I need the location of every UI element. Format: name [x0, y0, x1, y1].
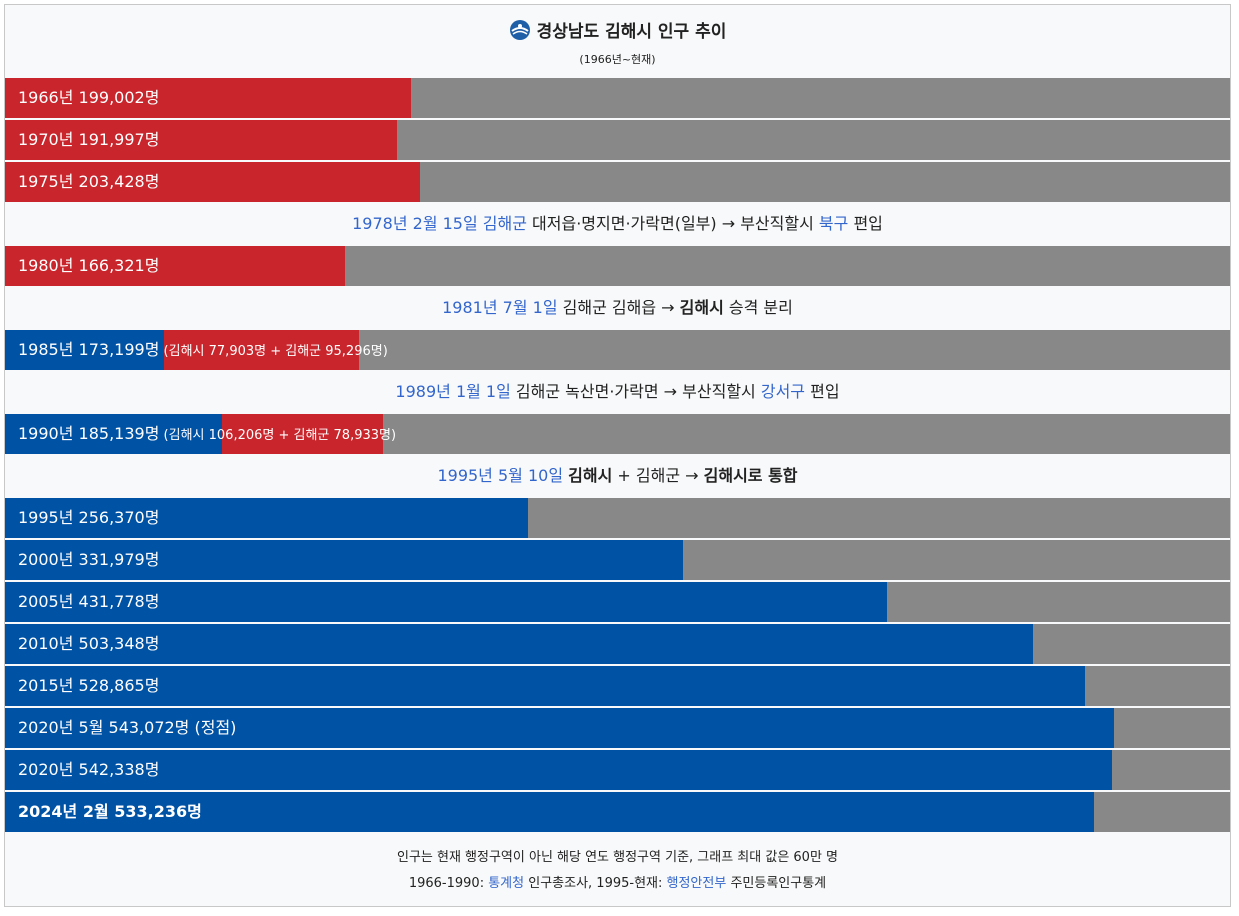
chart-header: 경상남도 김해시 인구 추이 (1966년~현재) — [5, 5, 1230, 77]
bar-label: 1975년 203,428명 — [18, 162, 159, 202]
event-text[interactable]: 김해군 — [482, 214, 527, 233]
bar-value-label: 1995년 256,370명 — [18, 508, 160, 527]
event-text[interactable]: 강서구 — [760, 382, 806, 401]
population-bar-row: 2010년 503,348명 — [5, 624, 1230, 664]
event-text: 대저읍·명지면·가락면(일부) → 부산직할시 — [526, 214, 819, 233]
population-bar — [5, 792, 1094, 832]
bar-value-label: 1985년 173,199명 — [18, 340, 160, 359]
source-link-kostat[interactable]: 통계청 — [488, 876, 525, 891]
bar-value-label: 2000년 331,979명 — [18, 550, 160, 569]
population-bar-segment — [221, 414, 383, 454]
bar-label: 2024년 2월 533,236명 — [18, 792, 202, 832]
event-text[interactable]: 1995년 5월 10일 — [437, 466, 564, 485]
bar-value-label: 2010년 503,348명 — [18, 634, 160, 653]
population-bar-row: 2020년 5월 543,072명 (정점) — [5, 708, 1230, 748]
chart-footer: 인구는 현재 행정구역이 아닌 해당 연도 행정구역 기준, 그래프 최대 값은… — [5, 845, 1230, 897]
bar-label: 1985년 173,199명 (김해시 77,903명 + 김해군 95,296… — [18, 330, 388, 370]
bar-value-label: 1980년 166,321명 — [18, 256, 160, 275]
population-bar — [5, 582, 887, 622]
population-bar-row: 2005년 431,778명 — [5, 582, 1230, 622]
event-text[interactable]: 1978년 2월 15일 — [352, 214, 483, 233]
event-text[interactable]: 1989년 1월 1일 — [395, 382, 511, 401]
footer-source: 1966-1990: 통계청 인구총조사, 1995-현재: 행정안전부 주민등… — [5, 871, 1230, 897]
population-bar — [5, 540, 683, 580]
bar-label: 2020년 5월 543,072명 (정점) — [18, 708, 236, 748]
event-text: 김해군 녹산면·가락면 → 부산직할시 — [510, 382, 761, 401]
event-text: 김해시 — [568, 466, 613, 485]
event-row: 1981년 7월 1일 김해군 김해읍 → 김해시 승격 분리 — [5, 288, 1230, 328]
event-text: + 김해군 → — [612, 466, 704, 485]
bar-label: 1970년 191,997명 — [18, 120, 159, 160]
bar-label: 2005년 431,778명 — [18, 582, 159, 622]
bar-label: 1995년 256,370명 — [18, 498, 159, 538]
bar-value-label: 2024년 2월 533,236명 — [18, 802, 202, 821]
bar-detail-label: (김해시 77,903명 + 김해군 95,296명) — [159, 344, 388, 359]
population-bar — [5, 246, 345, 286]
event-text: 승격 분리 — [723, 298, 793, 317]
population-bar — [5, 666, 1085, 706]
bar-value-label: 2020년 5월 543,072명 (정점) — [18, 718, 237, 737]
chart-subtitle: (1966년~현재) — [579, 53, 656, 66]
event-text: 편입 — [848, 214, 883, 233]
bar-value-label: 2005년 431,778명 — [18, 592, 160, 611]
bar-label: 1966년 199,002명 — [18, 78, 159, 118]
bar-value-label: 2015년 528,865명 — [18, 676, 160, 695]
bar-label: 2010년 503,348명 — [18, 624, 159, 664]
event-row: 1978년 2월 15일 김해군 대저읍·명지면·가락면(일부) → 부산직할시… — [5, 204, 1230, 244]
bar-label: 1990년 185,139명 (김해시 106,206명 + 김해군 78,93… — [18, 414, 396, 454]
population-bar-row: 1985년 173,199명 (김해시 77,903명 + 김해군 95,296… — [5, 330, 1230, 370]
source-prefix: 1966-1990: — [408, 876, 489, 891]
source-link-mois[interactable]: 행정안전부 — [666, 876, 727, 891]
population-bar-row: 1975년 203,428명 — [5, 162, 1230, 202]
chart-title: 경상남도 김해시 인구 추이 — [536, 22, 727, 42]
population-bar-row: 1990년 185,139명 (김해시 106,206명 + 김해군 78,93… — [5, 414, 1230, 454]
population-bar-row: 1966년 199,002명 — [5, 78, 1230, 118]
bar-value-label: 1970년 191,997명 — [18, 130, 160, 149]
title-row: 경상남도 김해시 인구 추이 — [5, 17, 1230, 42]
bar-value-label: 1975년 203,428명 — [18, 172, 160, 191]
bar-value-label: 1966년 199,002명 — [18, 88, 160, 107]
population-bar-row: 2020년 542,338명 — [5, 750, 1230, 790]
population-bar-row: 2000년 331,979명 — [5, 540, 1230, 580]
event-text[interactable]: 1981년 7월 1일 — [442, 298, 558, 317]
population-bar-segment — [164, 330, 359, 370]
event-text: 김해시로 통합 — [703, 466, 798, 485]
event-text: 김해군 김해읍 → — [557, 298, 680, 317]
event-row: 1995년 5월 10일 김해시 + 김해군 → 김해시로 통합 — [5, 456, 1230, 496]
population-bar-row: 1995년 256,370명 — [5, 498, 1230, 538]
city-emblem-icon — [509, 19, 530, 40]
bar-detail-label: (김해시 106,206명 + 김해군 78,933명) — [159, 428, 397, 443]
footer-note: 인구는 현재 행정구역이 아닌 해당 연도 행정구역 기준, 그래프 최대 값은… — [396, 850, 839, 865]
bar-value-label: 1990년 185,139명 — [18, 424, 160, 443]
source-suffix: 주민등록인구통계 — [726, 876, 827, 891]
population-bar — [5, 78, 412, 118]
bar-label: 1980년 166,321명 — [18, 246, 159, 286]
population-bar-row: 1970년 191,997명 — [5, 120, 1230, 160]
source-mid: 인구총조사, 1995-현재: — [524, 876, 667, 891]
event-text: 김해시 — [679, 298, 724, 317]
population-bar-segment — [5, 330, 165, 370]
population-bar-row: 2015년 528,865명 — [5, 666, 1230, 706]
event-text: 편입 — [805, 382, 840, 401]
population-bar — [5, 624, 1033, 664]
chart-frame: 경상남도 김해시 인구 추이 (1966년~현재) 1966년 199,002명… — [4, 4, 1231, 907]
population-bar — [5, 498, 529, 538]
population-bar-row: 1980년 166,321명 — [5, 246, 1230, 286]
population-bar — [5, 750, 1113, 790]
event-text[interactable]: 북구 — [818, 214, 849, 233]
population-bar — [5, 120, 397, 160]
bar-value-label: 2020년 542,338명 — [18, 760, 160, 779]
population-bar-row: 2024년 2월 533,236명 — [5, 792, 1230, 832]
bar-label: 2015년 528,865명 — [18, 666, 159, 706]
bar-label: 2000년 331,979명 — [18, 540, 159, 580]
population-bar — [5, 708, 1114, 748]
population-bar — [5, 162, 421, 202]
event-row: 1989년 1월 1일 김해군 녹산면·가락면 → 부산직할시 강서구 편입 — [5, 372, 1230, 412]
bar-label: 2020년 542,338명 — [18, 750, 159, 790]
population-bar-segment — [5, 414, 222, 454]
